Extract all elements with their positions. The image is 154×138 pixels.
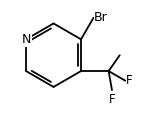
Text: F: F	[109, 93, 115, 106]
Text: F: F	[126, 74, 133, 87]
Text: Br: Br	[94, 11, 108, 24]
Text: N: N	[21, 33, 31, 46]
